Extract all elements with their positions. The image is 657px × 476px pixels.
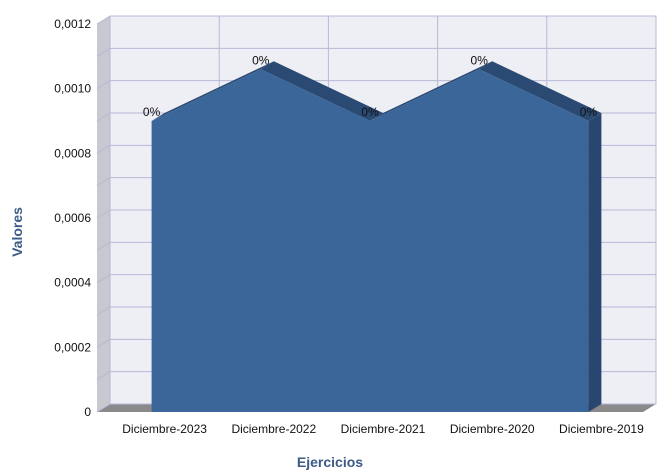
grid-line-side [96,274,111,284]
x-tick-label: Diciembre-2023 [122,422,207,436]
x-tick-label: Diciembre-2022 [231,422,316,436]
grid-line-side [96,177,111,187]
y-tick-label: 0,0006 [54,211,91,225]
grid-line-side [96,47,111,57]
y-tick-label: 0 [84,405,91,419]
area-front-face [151,69,589,413]
area-top-face [479,61,602,121]
data-labels: 0% 0% 0% 0% 0% [143,53,597,119]
data-label: 0% [252,53,270,67]
x-tick-label: Diciembre-2020 [450,422,535,436]
area-series [151,61,602,413]
area-top-face [260,61,383,121]
grid-line-side [96,15,111,25]
grid-line-side [96,112,111,122]
y-axis-tick-labels: 0 0,0002 0,0004 0,0006 0,0008 0,0010 0,0012 [54,17,91,419]
y-tick-label: 0,0010 [54,82,91,96]
grid-line-side [96,144,111,154]
data-label: 0% [471,53,489,67]
y-tick-label: 0,0002 [54,340,91,354]
grid-line-side [96,403,111,413]
grid-line-side [96,241,111,251]
y-tick-label: 0,0008 [54,146,91,160]
grid-line-side [96,371,111,381]
x-tick-label: Diciembre-2019 [559,422,644,436]
grid-line-side [96,80,111,90]
x-tick-label: Diciembre-2021 [341,422,426,436]
area-side-face [588,113,602,412]
data-label: 0% [580,105,598,119]
y-tick-label: 0,0012 [54,17,91,31]
data-label: 0% [361,105,379,119]
x-axis-tick-labels: Diciembre-2023 Diciembre-2022 Diciembre-20… [122,422,644,436]
grid-line-side [96,338,111,348]
x-axis-title: Ejercicios [297,454,363,470]
y-tick-label: 0,0004 [54,276,91,290]
area-top-face [151,61,274,121]
grid-line-side [96,306,111,316]
area-top-face [370,61,493,121]
data-label: 0% [143,105,161,119]
y-axis-title: Valores [9,207,25,257]
grid-line-side [96,209,111,219]
